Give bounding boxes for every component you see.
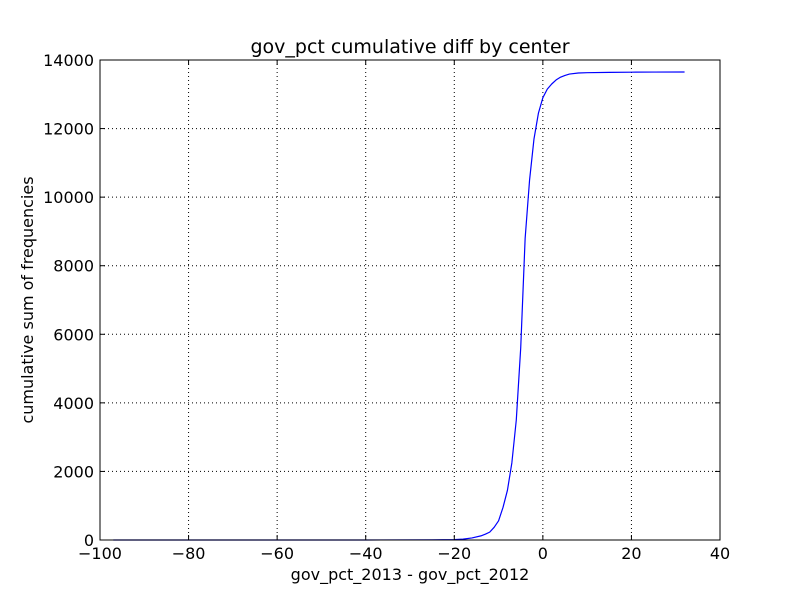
x-tick-labels: −100 −80 −60 −40 −20 0 20 40 (78, 544, 730, 563)
y-tick-label: 4000 (53, 394, 94, 413)
y-tick-label: 6000 (53, 325, 94, 344)
x-tick-label: −20 (437, 544, 471, 563)
x-tick-label: 20 (621, 544, 641, 563)
y-tick-label: 12000 (43, 120, 94, 139)
y-tick-label: 10000 (43, 188, 94, 207)
grid-lines (100, 60, 720, 540)
x-tick-label: −80 (172, 544, 206, 563)
x-axis-label: gov_pct_2013 - gov_pct_2012 (291, 565, 530, 585)
series-layer (113, 71, 685, 541)
x-tick-label: −100 (78, 544, 122, 563)
plot-frame (99, 59, 721, 541)
y-tick-label: 2000 (53, 462, 94, 481)
x-tick-label: −40 (349, 544, 383, 563)
x-tick-label: 0 (538, 544, 548, 563)
plot-area (100, 60, 720, 540)
series-line (113, 71, 685, 541)
y-tick-label: 8000 (53, 257, 94, 276)
chart-title: gov_pct cumulative diff by center (250, 36, 569, 58)
tick-marks (99, 59, 721, 541)
y-axis-label: cumulative sum of frequencies (18, 176, 37, 423)
x-tick-label: 40 (710, 544, 730, 563)
y-tick-labels: 0 2000 4000 6000 8000 10000 12000 14000 (43, 51, 94, 550)
y-tick-label: 14000 (43, 51, 94, 70)
x-tick-label: −60 (260, 544, 294, 563)
y-tick-label: 0 (84, 531, 94, 550)
